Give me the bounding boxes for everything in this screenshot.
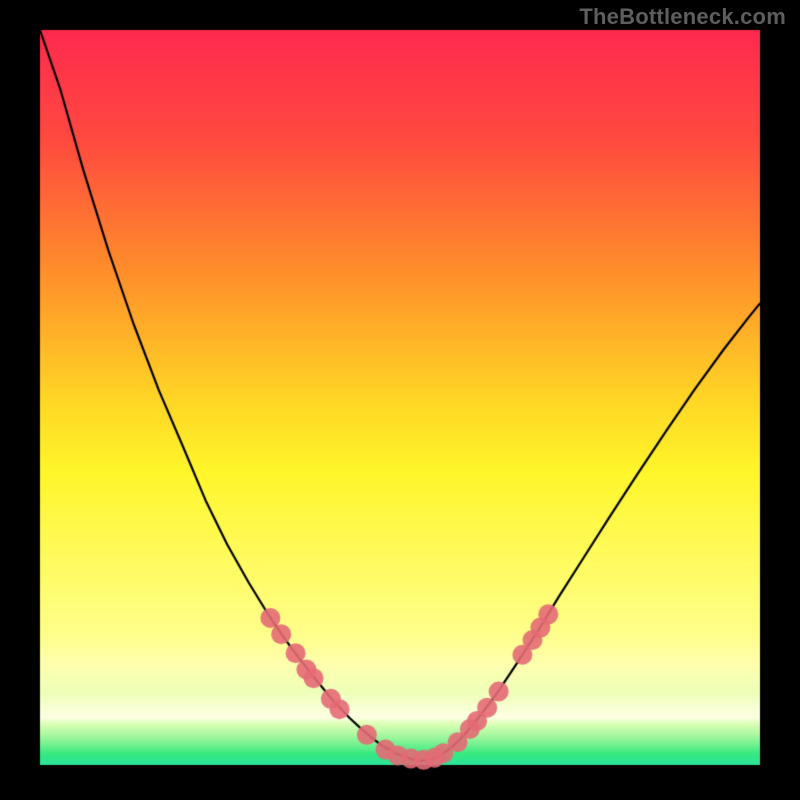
bottleneck-curve-chart: [0, 0, 800, 800]
stage: TheBottleneck.com: [0, 0, 800, 800]
watermark-text: TheBottleneck.com: [579, 4, 786, 30]
